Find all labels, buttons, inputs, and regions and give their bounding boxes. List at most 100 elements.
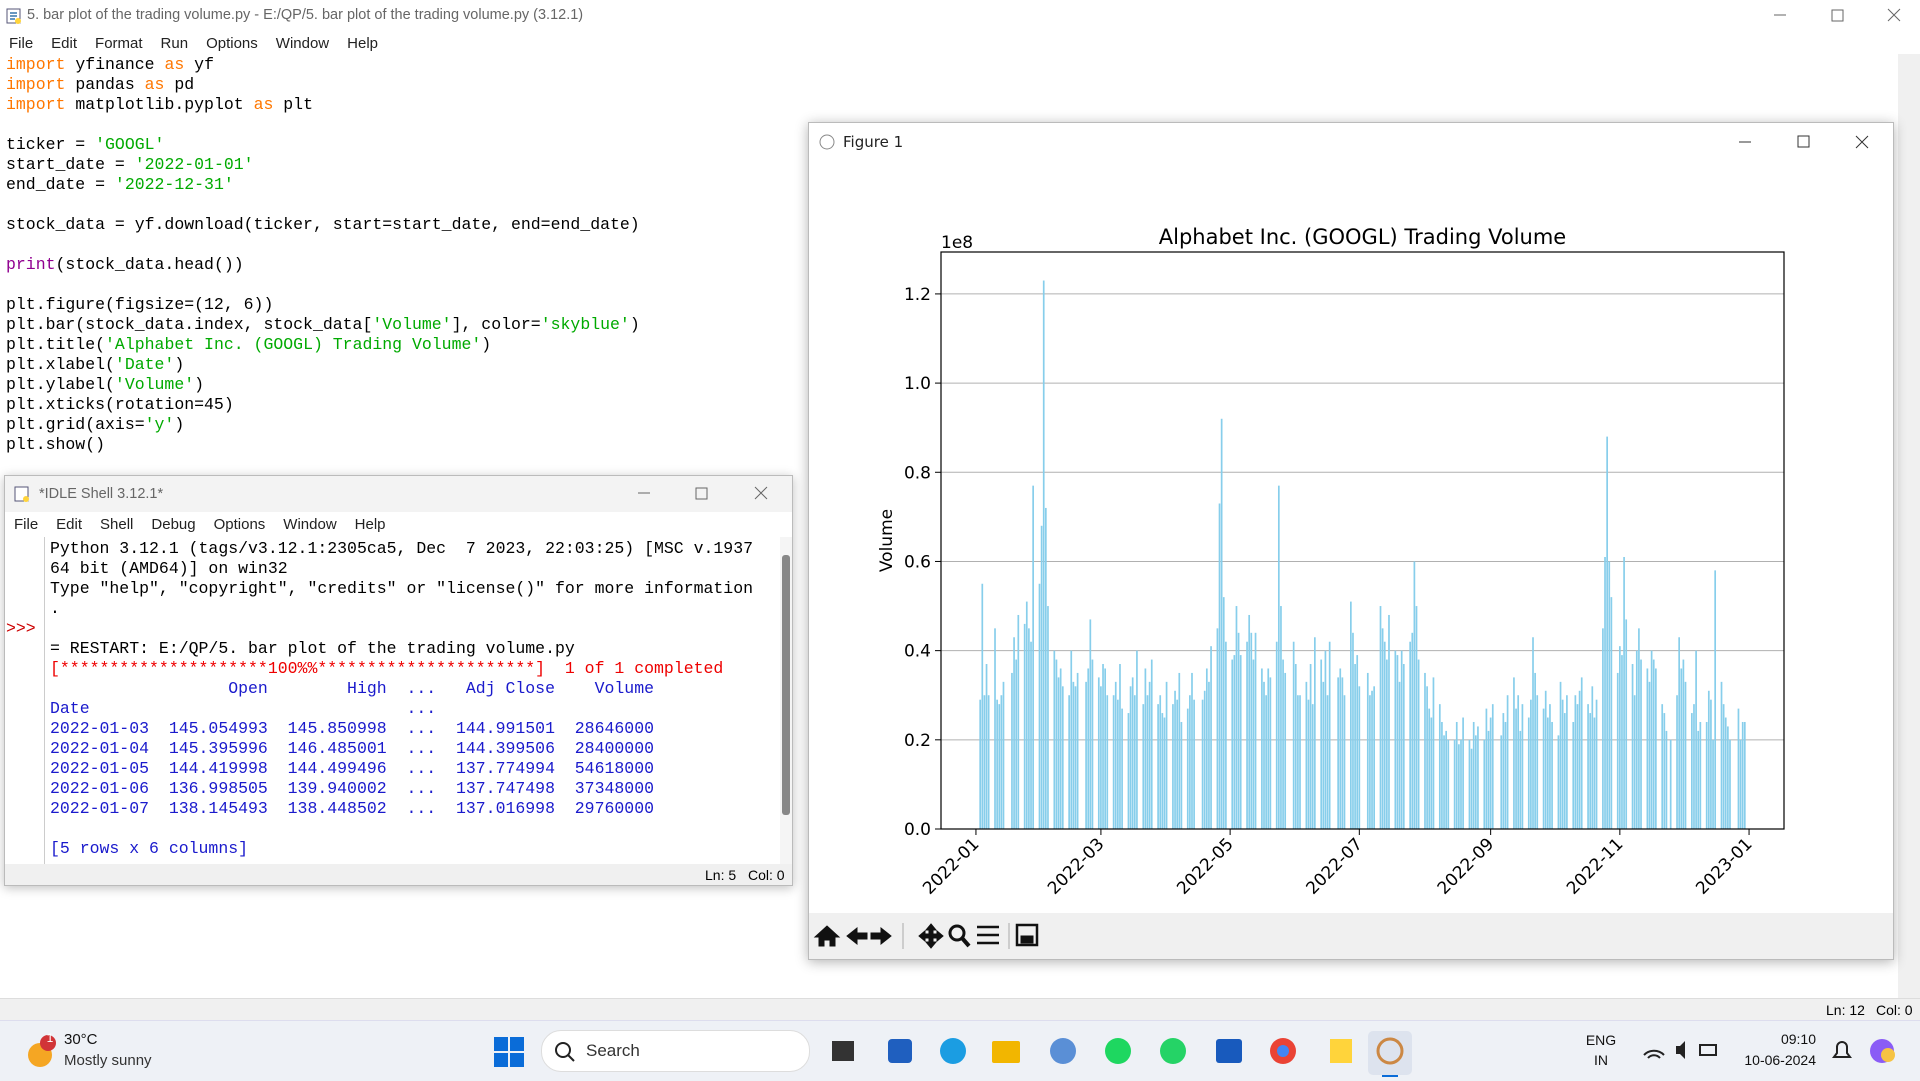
scrollbar[interactable] [1898, 54, 1920, 998]
bar [1379, 606, 1382, 829]
bar [1714, 570, 1717, 829]
bar [1032, 485, 1034, 829]
code-line: ticker = 'GOOGL' [6, 135, 165, 154]
status-bar: Ln: 5 Col: 0 [5, 864, 792, 885]
bar [1409, 641, 1412, 829]
bar [1131, 677, 1134, 829]
menu-item[interactable]: Window [283, 516, 337, 533]
status-bar: Ln: 12 Col: 0 [0, 998, 1920, 1021]
menu-item[interactable]: File [9, 34, 34, 52]
bar [1297, 695, 1299, 829]
language[interactable]: ENG [1585, 1032, 1617, 1048]
menu-item[interactable]: Help [347, 34, 378, 52]
output-line: Date ... [50, 699, 437, 718]
tray-icons[interactable] [1640, 1037, 1720, 1063]
bar [1044, 507, 1047, 829]
maximize[interactable] [1797, 135, 1810, 148]
bar [1277, 485, 1280, 829]
bar [1604, 556, 1606, 829]
window-controls[interactable] [625, 476, 792, 512]
bar [1042, 280, 1045, 830]
bar [1231, 659, 1234, 829]
taskbar-apps[interactable] [820, 1029, 1420, 1077]
menu-bar: File Edit Shell Debug Options Window Help [14, 512, 386, 537]
bar [985, 664, 988, 829]
bar [1616, 672, 1619, 829]
bar [1722, 704, 1725, 829]
window-controls[interactable] [1750, 0, 1920, 32]
bar [1578, 690, 1581, 829]
bar [1023, 623, 1026, 829]
search-box[interactable]: Search [541, 1030, 810, 1072]
bar [1328, 641, 1331, 829]
menu-item[interactable]: File [14, 516, 39, 533]
bar [983, 695, 986, 829]
bar [1112, 695, 1115, 829]
weather-icon[interactable] [24, 1035, 60, 1071]
bar [1337, 677, 1339, 829]
bar [1593, 717, 1596, 829]
bar [1097, 677, 1100, 829]
badge: 1 [46, 1031, 54, 1045]
bar [1371, 690, 1373, 829]
region[interactable]: IN [1594, 1052, 1608, 1068]
bar [1358, 686, 1361, 829]
app-icon [6, 8, 21, 24]
bar [1663, 713, 1666, 829]
code-line: end_date = '2022-12-31' [6, 175, 234, 194]
code-line: import matplotlib.pyplot as plt [6, 95, 313, 114]
bar [1165, 681, 1168, 829]
bar [1186, 708, 1189, 829]
y-tick-label: 1.2 [904, 285, 931, 305]
bar [1515, 708, 1517, 829]
bar [1737, 708, 1740, 829]
toolbar-icons[interactable] [813, 923, 1039, 949]
bar [998, 704, 1001, 829]
menu-item[interactable]: Options [213, 516, 266, 533]
menu-item[interactable]: Window [275, 34, 330, 52]
bar [1070, 650, 1073, 829]
bar [1233, 655, 1236, 829]
bar [1411, 632, 1414, 829]
start-button[interactable] [490, 1033, 530, 1069]
code-line: stock_data = yf.download(ticker, start=s… [6, 215, 640, 234]
y-offset: 1e8 [941, 233, 973, 253]
clock-date[interactable]: 10-06-2024 [1744, 1052, 1816, 1068]
bar [1536, 695, 1539, 829]
bar [1148, 681, 1151, 829]
bar [1680, 668, 1683, 829]
bar [1447, 739, 1450, 829]
bar [1373, 686, 1375, 829]
bar [1487, 730, 1490, 829]
menu-item[interactable]: Debug [151, 516, 196, 533]
bar [1193, 699, 1195, 829]
notifications[interactable] [1828, 1037, 1908, 1067]
clock-time[interactable]: 09:10 [1780, 1031, 1816, 1047]
menu-item[interactable]: Help [354, 516, 386, 533]
bar [1015, 659, 1018, 829]
status-col: Col: 0 [1876, 1002, 1913, 1018]
close[interactable] [1855, 135, 1869, 149]
menu-item[interactable]: Shell [100, 516, 134, 533]
output-summary: [5 rows x 6 columns] [50, 839, 249, 858]
menu-item[interactable]: Options [206, 34, 258, 52]
bar [1625, 619, 1628, 829]
bar [1549, 704, 1551, 829]
menu-bar: File Edit Format Run Options Window Help [9, 32, 378, 54]
bar [1591, 686, 1594, 829]
menu-item[interactable]: Run [160, 34, 189, 52]
bar [1074, 686, 1077, 829]
toolbar [809, 913, 1893, 959]
scrollbar[interactable] [780, 537, 792, 864]
menu-item[interactable]: Edit [56, 516, 83, 533]
menu-item[interactable]: Format [95, 34, 143, 52]
menu-item[interactable]: Edit [51, 34, 78, 52]
bar [1320, 659, 1323, 829]
bar [1150, 659, 1153, 829]
figure: Figure 1 0.0 0.2 0.4 0.6 0.8 1.0 1.2 2022-01 202… [809, 123, 1893, 959]
bar [1635, 650, 1638, 829]
app-icon [819, 134, 835, 150]
bar [1161, 713, 1164, 829]
y-tick-label: 0.0 [904, 820, 931, 840]
code-block: plt.figure(figsize=(12, 6)) plt.bar(stock… [6, 295, 640, 455]
